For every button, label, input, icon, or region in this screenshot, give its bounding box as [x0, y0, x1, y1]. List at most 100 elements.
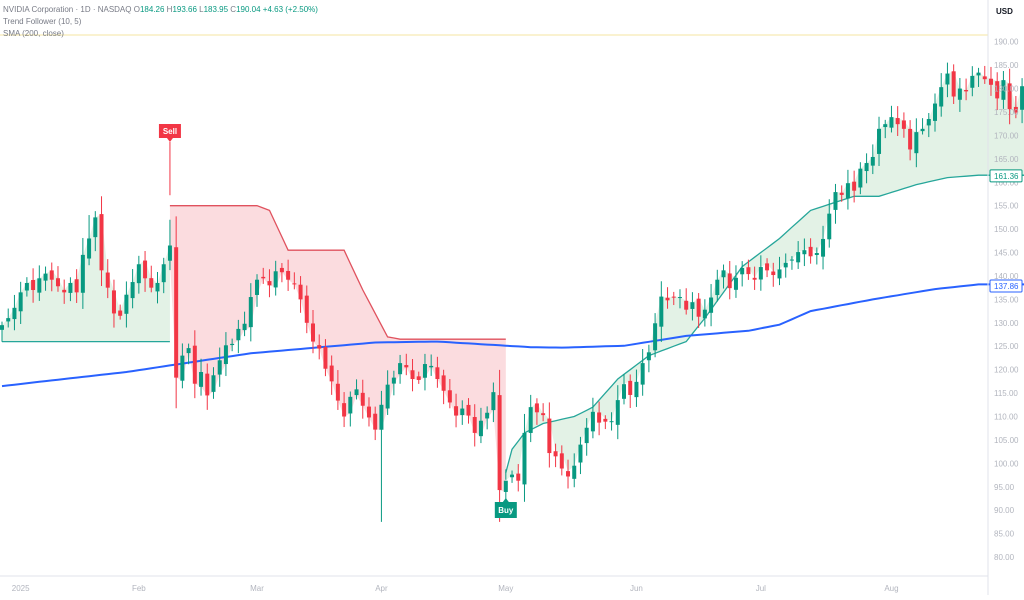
- candle[interactable]: [398, 354, 403, 384]
- candle[interactable]: [808, 238, 813, 264]
- candle[interactable]: [74, 269, 79, 303]
- candle[interactable]: [622, 373, 626, 405]
- candle[interactable]: [366, 397, 371, 427]
- candle[interactable]: [136, 255, 141, 294]
- candle[interactable]: [988, 66, 993, 96]
- candle[interactable]: [186, 343, 191, 365]
- candle[interactable]: [410, 359, 415, 392]
- candle[interactable]: [727, 261, 732, 300]
- candle[interactable]: [242, 311, 247, 337]
- candle[interactable]: [646, 344, 651, 373]
- candle[interactable]: [684, 288, 689, 315]
- candle[interactable]: [435, 356, 440, 388]
- last-value-tag[interactable]: 161.36: [989, 169, 1023, 183]
- candle[interactable]: [827, 199, 832, 248]
- signal-markers[interactable]: Sell Buy: [158, 124, 517, 518]
- candle[interactable]: [441, 369, 446, 405]
- candle[interactable]: [167, 219, 172, 271]
- candle[interactable]: [43, 266, 48, 291]
- candle[interactable]: [230, 338, 235, 352]
- candle[interactable]: [460, 400, 465, 425]
- candle[interactable]: [311, 309, 315, 354]
- candle[interactable]: [845, 169, 850, 210]
- candle[interactable]: [111, 279, 116, 328]
- candle[interactable]: [304, 285, 309, 334]
- candle[interactable]: [634, 369, 639, 407]
- indicator-sma[interactable]: SMA (200, close): [3, 29, 64, 38]
- candle[interactable]: [447, 379, 452, 409]
- candle[interactable]: [323, 339, 328, 377]
- candle[interactable]: [877, 116, 882, 166]
- candle[interactable]: [491, 382, 496, 423]
- candle[interactable]: [466, 398, 471, 424]
- candle[interactable]: [603, 415, 608, 430]
- candle[interactable]: [677, 289, 682, 309]
- candle[interactable]: [99, 196, 104, 287]
- candle[interactable]: [261, 267, 266, 284]
- candle[interactable]: [273, 260, 278, 296]
- candle[interactable]: [957, 78, 962, 112]
- price-axis[interactable]: 80.00 85.00 90.00 95.00 100.00 105.00 110.00 11…: [987, 0, 1023, 595]
- candle[interactable]: [192, 330, 197, 399]
- candle[interactable]: [1013, 95, 1018, 119]
- candle[interactable]: [839, 185, 844, 202]
- candle[interactable]: [901, 112, 906, 138]
- candle[interactable]: [609, 412, 614, 431]
- candle[interactable]: [802, 238, 807, 267]
- candle[interactable]: [472, 404, 477, 447]
- candle[interactable]: [217, 347, 222, 387]
- candle[interactable]: [379, 390, 384, 522]
- candle[interactable]: [342, 392, 347, 428]
- candle[interactable]: [752, 266, 757, 290]
- candle[interactable]: [205, 363, 210, 410]
- candle[interactable]: [889, 105, 894, 133]
- candle[interactable]: [895, 106, 900, 136]
- candle[interactable]: [24, 277, 29, 297]
- candle[interactable]: [541, 403, 546, 422]
- candle[interactable]: [286, 259, 291, 291]
- candle[interactable]: [12, 294, 17, 331]
- candle[interactable]: [640, 348, 645, 396]
- candle[interactable]: [995, 72, 1000, 111]
- candle[interactable]: [236, 319, 241, 354]
- candle[interactable]: [335, 370, 340, 410]
- candle[interactable]: [1007, 68, 1012, 125]
- candle[interactable]: [746, 259, 751, 280]
- candle[interactable]: [789, 256, 794, 270]
- candle[interactable]: [945, 62, 950, 98]
- candle[interactable]: [360, 379, 365, 419]
- candle[interactable]: [615, 385, 620, 440]
- candle[interactable]: [80, 237, 85, 309]
- candle[interactable]: [298, 276, 303, 313]
- candle[interactable]: [914, 118, 919, 168]
- candle[interactable]: [404, 353, 409, 376]
- candle[interactable]: [926, 113, 931, 138]
- candle[interactable]: [653, 313, 658, 358]
- candle[interactable]: [429, 354, 434, 376]
- candles[interactable]: [0, 62, 1024, 522]
- candle[interactable]: [665, 287, 670, 309]
- symbol-row[interactable]: NVIDIA Corporation · 1D · NASDAQ O184.26…: [3, 4, 318, 16]
- candle[interactable]: [373, 406, 378, 441]
- candle[interactable]: [49, 262, 54, 292]
- candle[interactable]: [329, 355, 334, 395]
- candle[interactable]: [522, 413, 527, 502]
- candle[interactable]: [87, 215, 92, 266]
- candle[interactable]: [528, 394, 533, 443]
- currency-label[interactable]: USD: [996, 7, 1013, 16]
- candle[interactable]: [497, 369, 502, 522]
- candle[interactable]: [105, 259, 110, 299]
- last-value-tag[interactable]: 137.86: [989, 279, 1023, 293]
- candle[interactable]: [939, 73, 944, 117]
- candle[interactable]: [155, 272, 160, 304]
- candle[interactable]: [6, 308, 11, 328]
- candle[interactable]: [292, 272, 297, 290]
- candle[interactable]: [783, 253, 788, 278]
- candle[interactable]: [348, 391, 353, 427]
- candle[interactable]: [416, 371, 421, 384]
- candle[interactable]: [740, 261, 745, 287]
- candle[interactable]: [55, 266, 60, 292]
- candle[interactable]: [255, 274, 260, 307]
